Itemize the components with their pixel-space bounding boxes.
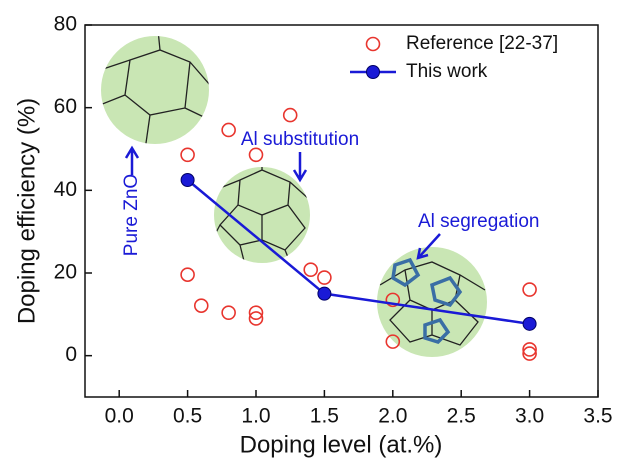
legend-label: Reference [22-37] <box>406 33 558 54</box>
x-tick-label: 2.5 <box>447 405 476 428</box>
chart: Doping level (at.%) Doping efficiency (%… <box>0 0 619 469</box>
legend-marker <box>367 66 380 79</box>
data-point <box>523 317 536 330</box>
x-tick-label: 2.0 <box>378 405 407 428</box>
y-tick-label: 40 <box>54 178 77 201</box>
data-point <box>304 263 317 276</box>
legend-marker <box>367 38 380 51</box>
x-tick-label: 1.0 <box>241 405 270 428</box>
data-point <box>318 287 331 300</box>
data-point <box>222 306 235 319</box>
arrow <box>294 152 306 180</box>
x-tick-label: 3.5 <box>583 405 612 428</box>
data-point <box>250 148 263 161</box>
y-tick-label: 20 <box>54 261 77 284</box>
y-tick-label: 0 <box>65 343 77 366</box>
annotation: Al substitution <box>241 129 359 150</box>
data-point <box>318 271 331 284</box>
annotation: Pure ZnO <box>121 174 142 256</box>
x-tick-label: 1.5 <box>310 405 339 428</box>
y-axis-title: Doping efficiency (%) <box>13 98 40 324</box>
y-tick-label: 60 <box>54 95 77 118</box>
data-point <box>284 109 297 122</box>
x-tick-label: 3.0 <box>515 405 544 428</box>
arrow <box>126 148 138 175</box>
x-tick-label: 0.0 <box>105 405 134 428</box>
x-axis-title: Doping level (at.%) <box>240 431 443 458</box>
data-point <box>181 148 194 161</box>
data-point <box>195 299 208 312</box>
data-point <box>523 283 536 296</box>
legend-label: This work <box>406 61 488 82</box>
data-point <box>222 123 235 136</box>
y-tick-label: 80 <box>54 13 77 36</box>
x-tick-label: 0.5 <box>173 405 202 428</box>
annotation: Al segregation <box>418 211 539 232</box>
data-point <box>181 174 194 187</box>
data-point <box>181 268 194 281</box>
